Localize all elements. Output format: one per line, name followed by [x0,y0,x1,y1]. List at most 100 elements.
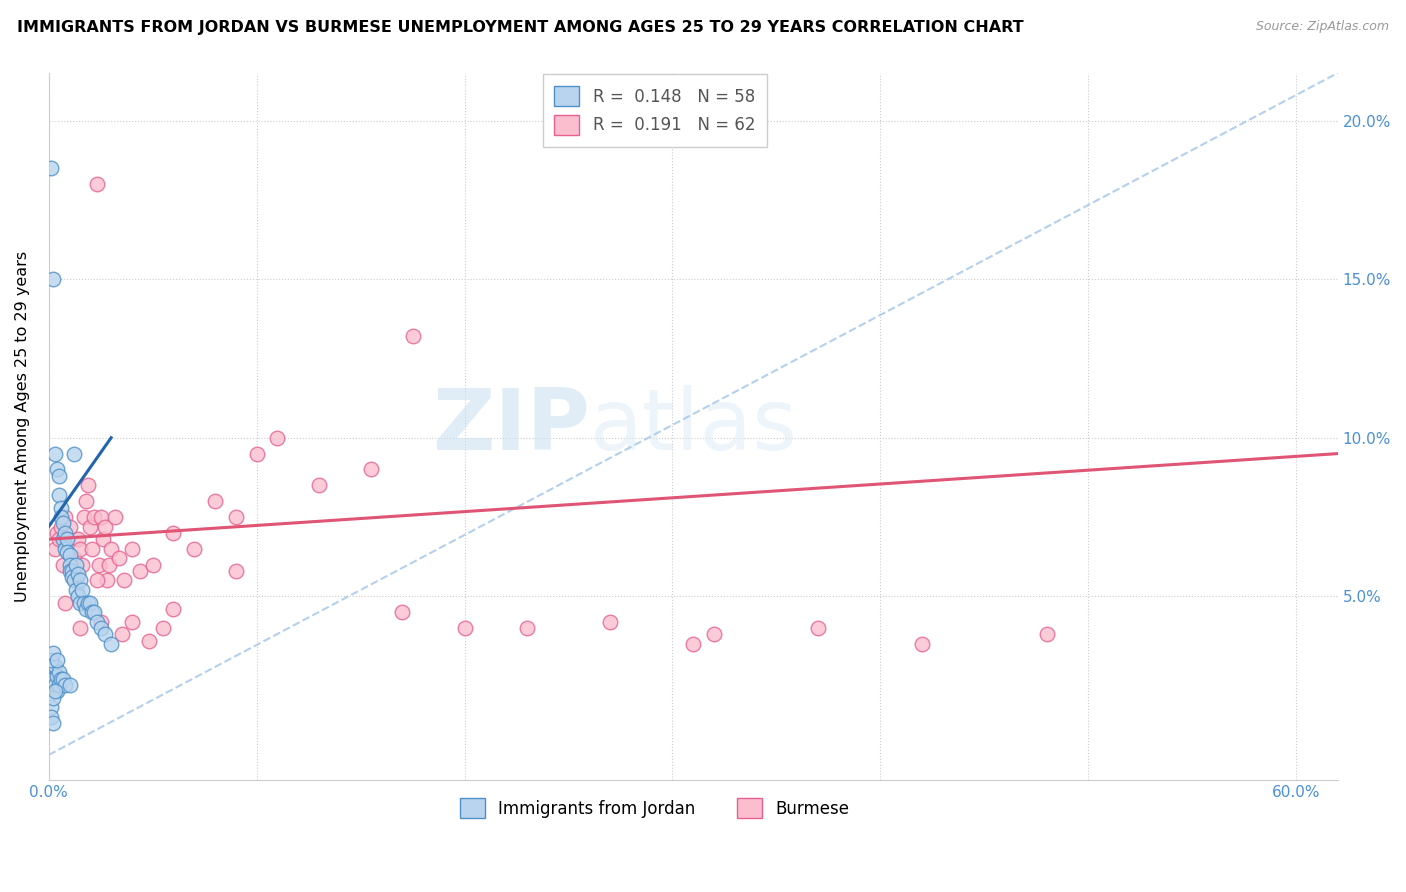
Point [86,615,108,629]
Text: atlas: atlas [591,385,799,468]
Point [46,684,69,698]
Point [66,590,89,604]
Point [121,615,143,629]
Point [77,478,100,492]
Point [66,533,89,547]
Point [94,627,117,641]
Point [401,329,423,343]
Point [52,516,75,531]
Point [55,525,77,540]
Point [911,637,934,651]
Point [90,621,112,635]
Point [75,494,97,508]
Point [108,551,131,566]
Point [183,541,205,556]
Point [52,558,75,572]
Point [60,570,83,584]
Point [100,541,122,556]
Point [112,574,135,588]
Point [44,541,66,556]
Point [46,462,69,476]
Point [91,533,114,547]
Point [138,633,160,648]
Point [42,647,65,661]
Point [55,596,77,610]
Point [129,564,152,578]
Point [204,494,226,508]
Point [83,510,105,524]
Point [162,525,184,540]
Point [77,596,100,610]
Point [83,605,105,619]
Point [56,533,79,547]
Point [69,541,91,556]
Point [82,541,104,556]
Point [39,710,62,724]
Point [79,519,101,533]
Point [51,519,73,533]
Point [98,558,121,572]
Point [44,684,66,698]
Point [44,447,66,461]
Point [86,177,108,191]
Point [58,558,80,572]
Point [51,510,73,524]
Point [55,541,77,556]
Point [58,678,80,692]
Point [56,533,79,547]
Point [79,596,101,610]
Point [86,574,108,588]
Point [1035,627,1057,641]
Point [360,462,382,476]
Point [100,637,122,651]
Y-axis label: Unemployment Among Ages 25 to 29 years: Unemployment Among Ages 25 to 29 years [15,251,30,602]
Point [69,596,91,610]
Point [42,272,65,286]
Text: Source: ZipAtlas.com: Source: ZipAtlas.com [1256,20,1389,33]
Point [225,510,247,524]
Point [39,659,62,673]
Point [52,672,75,686]
Point [42,672,65,686]
Point [39,700,62,714]
Point [48,533,70,547]
Point [48,488,70,502]
Point [62,551,84,566]
Point [42,716,65,731]
Point [73,596,96,610]
Point [62,574,84,588]
Point [69,621,91,635]
Point [39,653,62,667]
Point [391,605,413,619]
Point [65,558,87,572]
Point [807,621,830,635]
Point [225,564,247,578]
Point [48,665,70,680]
Point [56,545,79,559]
Point [266,431,288,445]
Point [58,519,80,533]
Point [66,567,89,582]
Point [104,510,127,524]
Point [246,447,269,461]
Point [703,627,725,641]
Point [51,672,73,686]
Point [46,525,69,540]
Point [65,574,87,588]
Point [46,653,69,667]
Point [96,574,118,588]
Point [46,668,69,682]
Point [516,621,538,635]
Point [70,558,93,572]
Text: IMMIGRANTS FROM JORDAN VS BURMESE UNEMPLOYMENT AMONG AGES 25 TO 29 YEARS CORRELA: IMMIGRANTS FROM JORDAN VS BURMESE UNEMPL… [17,20,1024,35]
Point [453,621,475,635]
Point [48,678,70,692]
Point [75,602,97,616]
Point [90,615,112,629]
Point [69,574,91,588]
Point [152,621,174,635]
Point [52,533,75,547]
Point [51,500,73,515]
Point [39,161,62,175]
Point [42,690,65,705]
